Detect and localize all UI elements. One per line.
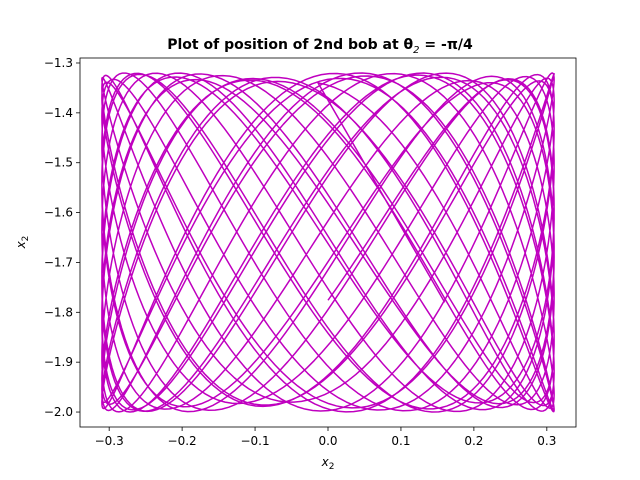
y-tick-label: −1.8 <box>44 305 73 319</box>
y-tick-label: −1.5 <box>44 156 73 170</box>
chart-title-rest: = -π/4 <box>420 37 473 53</box>
y-tick-label: −1.9 <box>44 355 73 369</box>
y-axis-label: x2 <box>14 236 31 250</box>
series-group <box>101 72 555 413</box>
trajectory-line <box>101 72 555 413</box>
x-tick-label: −0.2 <box>168 434 197 448</box>
x-tick-label: −0.1 <box>240 434 269 448</box>
y-tick-label: −1.4 <box>44 106 73 120</box>
y-tick-label: −1.6 <box>44 206 73 220</box>
x-axis: −0.3 −0.2 −0.1 0.0 0.1 0.2 0.3 <box>95 427 556 448</box>
chart-title: Plot of position of 2nd bob at θ2 = -π/4 <box>167 37 473 56</box>
y-tick-label: −2.0 <box>44 405 73 419</box>
chart-title-subscript: 2 <box>413 45 419 56</box>
y-axis: −1.3 −1.4 −1.5 −1.6 −1.7 −1.8 −1.9 −2.0 <box>44 56 80 419</box>
x-tick-label: 0.2 <box>464 434 483 448</box>
x-tick-label: −0.3 <box>95 434 124 448</box>
x-tick-label: 0.1 <box>391 434 410 448</box>
chart-title-main: Plot of position of 2nd bob at θ <box>167 37 413 53</box>
x-tick-label: 0.0 <box>318 434 337 448</box>
x-axis-label: x2 <box>321 455 335 472</box>
y-tick-label: −1.7 <box>44 255 73 269</box>
y-tick-label: −1.3 <box>44 56 73 70</box>
x-tick-label: 0.3 <box>537 434 556 448</box>
